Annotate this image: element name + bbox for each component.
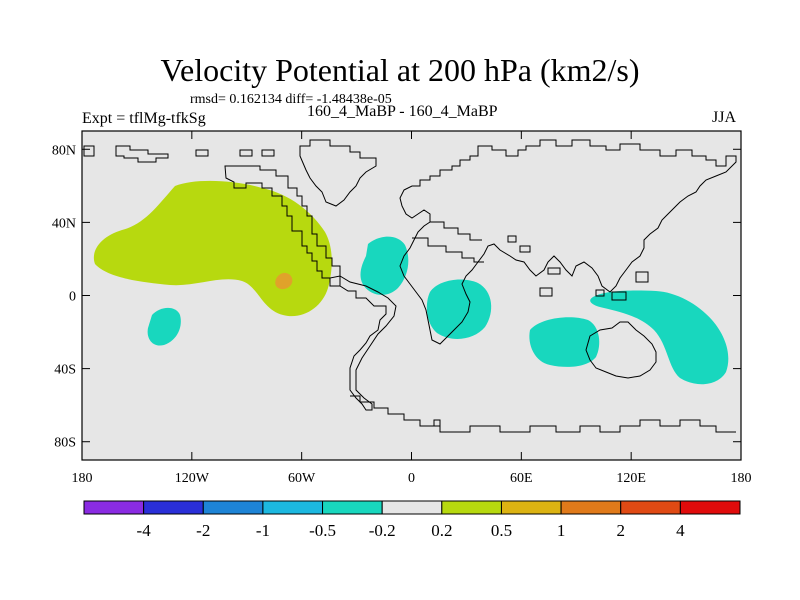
coastline-europe-africa <box>399 139 737 345</box>
lon-label: 120E <box>616 471 646 486</box>
lat-label: 80S <box>54 436 76 451</box>
colorbar-swatch <box>381 500 443 515</box>
colorbar-swatch <box>500 500 562 515</box>
stats-text: rmsd= 0.162134 diff= -1.48438e-05 <box>190 92 392 107</box>
colorbar-label: 0.5 <box>491 521 512 540</box>
anomaly-layer <box>93 180 729 385</box>
coastline-south-america <box>329 275 397 411</box>
colorbar-swatch <box>143 500 204 515</box>
colorbar-label: -1 <box>256 521 270 540</box>
colorbar-swatch <box>202 500 264 515</box>
colorbar-swatch <box>83 500 145 515</box>
runs-label: 160_4_MaBP - 160_4_MaBP <box>307 103 498 120</box>
coastline-north-america <box>224 165 341 287</box>
negative-anomaly-indian-ocean <box>529 317 600 367</box>
lon-label: 120W <box>175 471 210 486</box>
positive-anomaly-central-pacific <box>93 180 332 317</box>
lon-label: 0 <box>408 471 415 486</box>
latitude-axis: 80N 40N 0 40S 80S <box>52 143 741 451</box>
colorbar-label: -4 <box>137 521 152 540</box>
chart-title: Velocity Potential at 200 hPa (km2/s) <box>160 52 640 88</box>
lon-label: 180 <box>731 471 752 486</box>
lat-label: 40S <box>54 363 76 378</box>
lon-label: 60E <box>510 471 533 486</box>
negative-anomaly-west-pacific <box>590 290 729 385</box>
colorbar-swatch <box>322 500 383 515</box>
coastline-australia <box>585 321 657 379</box>
colorbar-swatch <box>679 500 741 515</box>
colorbar-swatch <box>262 500 324 515</box>
longitude-axis: 180 120W 60W 0 60E 120E 180 <box>72 131 752 486</box>
coastline-arctic-islands <box>83 145 275 163</box>
colorbar-label: -0.5 <box>309 521 336 540</box>
experiment-label: Expt = tflMg-tfkSg <box>82 110 206 127</box>
negative-anomaly-south-pacific <box>147 307 181 346</box>
colorbar-label: -0.2 <box>369 521 396 540</box>
lat-label: 80N <box>52 143 76 158</box>
coastline-layer <box>83 139 737 433</box>
positive-anomaly-core <box>275 272 293 290</box>
negative-anomaly-central-africa <box>426 279 492 339</box>
colorbar-label: -2 <box>196 521 210 540</box>
colorbar-label: 1 <box>557 521 566 540</box>
lat-label: 0 <box>69 290 76 305</box>
colorbar-label: 0.2 <box>431 521 452 540</box>
colorbar-swatch <box>620 500 681 515</box>
negative-anomaly-east-atlantic <box>360 236 409 295</box>
coastline-islands <box>433 235 649 427</box>
lon-label: 180 <box>72 471 93 486</box>
lat-label: 40N <box>52 216 76 231</box>
coastline-mediterranean <box>412 221 484 263</box>
coastline-antarctica <box>350 395 736 433</box>
colorbar: -4 -2 -1 -0.5 -0.2 0.2 0.5 1 2 4 <box>83 500 741 540</box>
season-label: JJA <box>712 109 737 126</box>
colorbar-swatch <box>560 500 622 515</box>
lon-label: 60W <box>288 471 316 486</box>
coastline-greenland <box>299 139 377 207</box>
colorbar-label: 2 <box>616 521 625 540</box>
colorbar-label: 4 <box>676 521 685 540</box>
colorbar-swatch <box>441 500 502 515</box>
